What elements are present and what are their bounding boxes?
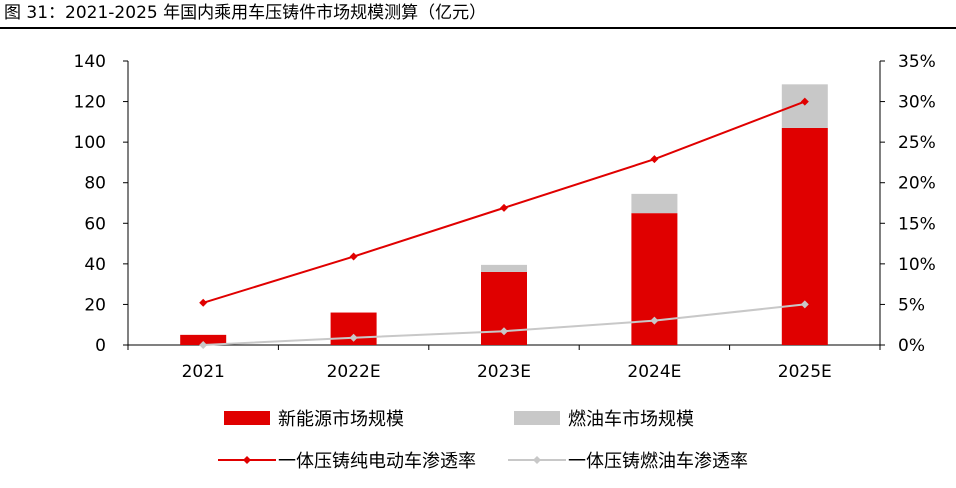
left-tick-label: 120 [74,93,106,113]
legend-swatch-bar [514,411,560,425]
legend-swatch-marker [533,456,541,464]
line-point [800,97,809,106]
bar-nev-2021 [180,334,227,345]
left-tick-label: 20 [84,295,106,315]
line-point [800,300,809,309]
right-tick-label: 25% [898,133,936,153]
left-tick-label: 40 [84,255,106,275]
figure-title: 图 31：2021-2025 年国内乘用车压铸件市场规模测算（亿元） [4,3,487,23]
legend-label: 新能源市场规模 [278,409,404,430]
right-tick-label: 0% [898,336,925,356]
line-point [650,316,659,325]
left-tick-label: 140 [74,52,106,72]
right-tick-label: 5% [898,295,925,315]
left-tick-label: 80 [84,174,106,194]
bar-ice-2023E [481,264,527,272]
bar-nev-2025E [781,127,828,345]
line-point [199,298,208,307]
left-tick-label: 100 [74,133,106,153]
right-tick-label: 20% [898,174,936,194]
left-tick-label: 0 [95,336,106,356]
x-tick-labels: 2021 2022E 2023E 2024E 2025E [182,362,832,382]
bar-ice-2024E [631,193,678,214]
x-tick-label: 2025E [778,362,832,382]
right-tick-label: 30% [898,93,936,113]
right-tick-label: 15% [898,214,936,234]
lines [199,97,809,349]
legend-swatch-marker [243,456,251,464]
legend-label: 一体压铸纯电动车渗透率 [278,451,476,472]
title-rule [0,27,956,29]
bar-ice-2025E [781,84,828,128]
bars [180,84,828,345]
legend-label: 燃油车市场规模 [568,409,694,430]
line-point [199,341,208,349]
line-point [650,155,659,164]
legend-label: 一体压铸燃油车渗透率 [568,451,748,472]
left-tick-label: 60 [84,214,106,234]
x-tick-label: 2024E [627,362,681,382]
bar-nev-2024E [631,213,678,345]
axes: 0 20 40 60 80 100 120 140 0% 5% 10% 15% 20% 25% 30% 35% [74,52,936,356]
line-point [500,327,508,336]
legend-swatch-bar [224,411,270,425]
x-tick-label: 2023E [477,362,531,382]
right-tick-label: 10% [898,255,936,275]
right-tick-label: 35% [898,52,936,72]
line-point [500,203,508,212]
x-tick-label: 2021 [182,362,225,382]
line-point [349,252,358,261]
line-point [349,333,358,342]
x-tick-label: 2022E [327,362,381,382]
